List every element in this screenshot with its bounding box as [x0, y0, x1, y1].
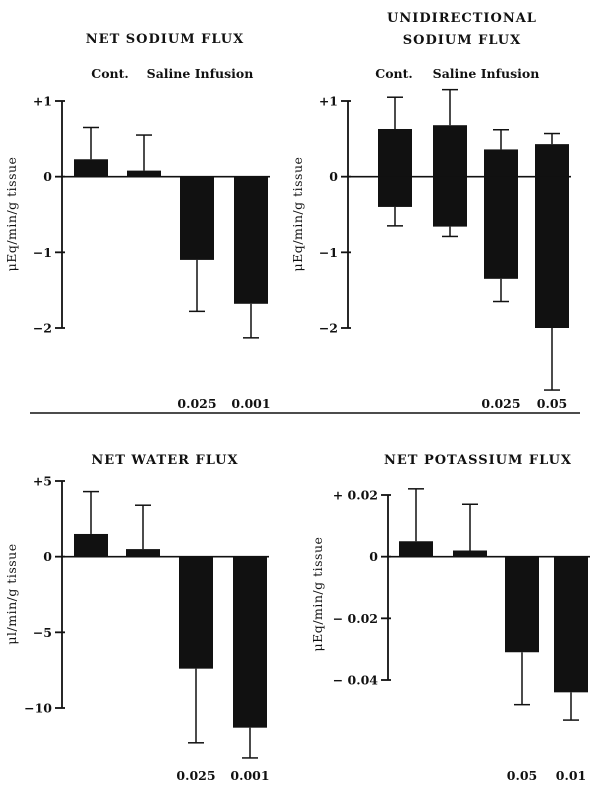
y-tick-label: −2 — [319, 321, 338, 336]
chart-title: NET POTASSIUM FLUX — [384, 453, 572, 468]
bar-4-efflux — [535, 176, 569, 328]
chart-title: NET WATER FLUX — [91, 453, 238, 468]
y-axis-label: μl/min/g tissue — [4, 543, 19, 644]
p-value-label: 0.001 — [231, 396, 270, 411]
chart-panel-4: NET POTASSIUM FLUX μEq/min/g tissue + 0.02… — [310, 453, 590, 783]
chart-title: UNIDIRECTIONAL — [387, 11, 537, 26]
y-tick-label: −10 — [24, 701, 52, 716]
p-value-label: 0.025 — [176, 768, 215, 783]
bar-4 — [535, 144, 569, 177]
p-value-label: 0.05 — [537, 396, 567, 411]
group-label-saline: Saline Infusion — [433, 66, 540, 81]
y-tick-label: +1 — [319, 94, 338, 109]
y-tick-label: −1 — [319, 245, 338, 260]
y-tick-label: 0 — [369, 549, 378, 564]
p-value-label: 0.05 — [507, 768, 537, 783]
bar-1 — [399, 541, 433, 557]
bar-4 — [233, 556, 267, 728]
y-tick-label: +5 — [33, 474, 52, 489]
p-value-label: 0.025 — [177, 396, 216, 411]
y-tick-label: 0 — [43, 169, 52, 184]
bar-4 — [234, 176, 268, 304]
bar-1-efflux — [378, 176, 412, 207]
bar-2-efflux — [433, 176, 467, 227]
bar-3 — [484, 149, 518, 177]
p-value-label: 0.01 — [556, 768, 586, 783]
bar-2 — [126, 549, 160, 557]
p-value-label: 0.025 — [481, 396, 520, 411]
bar-1 — [74, 533, 108, 557]
chart-panel-2: UNIDIRECTIONAL SODIUM FLUX Cont. Saline Inf… — [290, 11, 571, 411]
y-tick-label: − 0.02 — [333, 611, 378, 626]
group-label-control: Cont. — [91, 66, 129, 81]
y-tick-label: −5 — [33, 625, 52, 640]
group-label-saline: Saline Infusion — [147, 66, 254, 81]
y-tick-label: + 0.02 — [333, 488, 378, 503]
bar-4 — [554, 556, 588, 693]
chart-title: NET SODIUM FLUX — [86, 32, 244, 47]
y-axis-label: μEq/min/g tissue — [4, 157, 19, 272]
y-axis-label: μEq/min/g tissue — [310, 537, 325, 652]
y-tick-label: 0 — [329, 169, 338, 184]
bar-1 — [74, 159, 108, 177]
bar-1 — [378, 128, 412, 177]
y-tick-label: −2 — [33, 321, 52, 336]
group-label-control: Cont. — [375, 66, 413, 81]
bar-3-efflux — [484, 176, 518, 279]
bar-3 — [180, 176, 214, 260]
bar-3 — [179, 556, 213, 669]
chart-panel-1: NET SODIUM FLUX Cont. Saline Infusion μEq/m… — [4, 32, 271, 411]
y-axis-label: μEq/min/g tissue — [290, 157, 305, 272]
bar-2 — [127, 170, 161, 177]
y-tick-label: −1 — [33, 245, 52, 260]
chart-title: SODIUM FLUX — [403, 33, 521, 48]
y-tick-label: +1 — [33, 94, 52, 109]
bar-3 — [505, 556, 539, 653]
bar-2 — [453, 550, 487, 557]
y-tick-label: 0 — [43, 549, 52, 564]
y-tick-label: − 0.04 — [333, 673, 379, 688]
p-value-label: 0.001 — [230, 768, 269, 783]
bar-2 — [433, 125, 467, 177]
chart-panel-3: NET WATER FLUX μl/min/g tissue +5 0 −5 −10 0.0… — [4, 453, 270, 783]
